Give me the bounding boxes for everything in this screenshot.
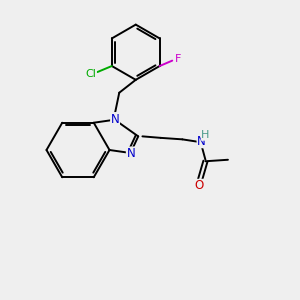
Text: O: O bbox=[195, 179, 204, 192]
Text: N: N bbox=[126, 147, 135, 160]
Text: F: F bbox=[175, 54, 181, 64]
Text: Cl: Cl bbox=[85, 68, 96, 79]
Text: N: N bbox=[111, 112, 119, 126]
Text: H: H bbox=[201, 130, 210, 140]
Text: N: N bbox=[197, 135, 206, 148]
